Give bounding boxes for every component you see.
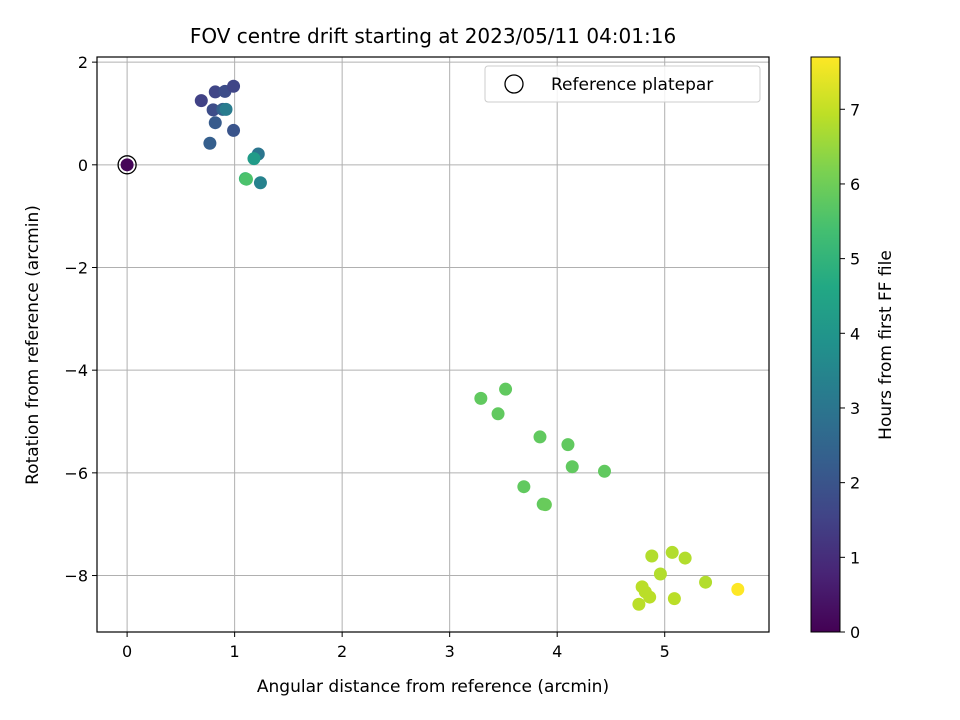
colorbar-tick-label: 1 bbox=[850, 548, 860, 567]
x-tick-label: 2 bbox=[337, 642, 347, 661]
colorbar-tick-label: 7 bbox=[850, 100, 860, 119]
data-point bbox=[565, 460, 579, 474]
data-point bbox=[597, 464, 611, 478]
x-tick-label: 5 bbox=[660, 642, 670, 661]
data-point bbox=[203, 136, 217, 150]
data-point bbox=[665, 545, 679, 559]
y-axis-label: Rotation from reference (arcmin) bbox=[23, 205, 43, 485]
x-axis-label: Angular distance from reference (arcmin) bbox=[257, 677, 609, 697]
y-tick-label: 0 bbox=[78, 156, 88, 175]
chart-title: FOV centre drift starting at 2023/05/11 … bbox=[190, 24, 676, 48]
data-point bbox=[667, 592, 681, 606]
data-points bbox=[117, 79, 745, 611]
colorbar-gradient bbox=[810, 56, 841, 633]
data-point bbox=[699, 575, 713, 589]
data-point bbox=[731, 582, 745, 596]
data-point bbox=[208, 116, 222, 130]
legend-label-reference: Reference platepar bbox=[551, 75, 713, 95]
data-point bbox=[678, 551, 692, 565]
colorbar-tick-label: 2 bbox=[850, 474, 860, 493]
data-point bbox=[653, 567, 667, 581]
x-axis-ticks: 0 1 2 3 4 5 bbox=[122, 632, 670, 661]
data-point bbox=[239, 172, 253, 186]
legend-marker-reference bbox=[504, 74, 524, 94]
y-axis-ticks: 2 0 −2 −4 −6 −8 bbox=[64, 53, 97, 586]
y-tick-label: −6 bbox=[64, 464, 88, 483]
colorbar-tick-label: 4 bbox=[850, 324, 860, 343]
colorbar-tick-label: 6 bbox=[850, 175, 860, 194]
x-tick-label: 1 bbox=[230, 642, 240, 661]
data-point bbox=[491, 407, 505, 421]
data-point bbox=[247, 152, 261, 166]
colorbar: 0 1 2 3 4 5 6 7 Hours from first FF file bbox=[810, 56, 896, 642]
grid-lines bbox=[97, 57, 769, 632]
plot-frame bbox=[96, 56, 770, 633]
y-tick-label: −2 bbox=[64, 258, 88, 277]
y-tick-label: −8 bbox=[64, 567, 88, 586]
legend: Reference platepar bbox=[484, 65, 761, 103]
data-point bbox=[533, 430, 547, 444]
colorbar-tick-label: 5 bbox=[850, 250, 860, 269]
colorbar-tick-label: 3 bbox=[850, 399, 860, 418]
reference-marker bbox=[117, 155, 137, 175]
colorbar-ticks: 0 1 2 3 4 5 6 7 bbox=[840, 100, 860, 642]
data-point bbox=[219, 102, 233, 116]
data-point bbox=[517, 480, 531, 494]
data-point bbox=[645, 549, 659, 563]
data-point bbox=[194, 94, 208, 108]
data-point bbox=[499, 382, 513, 396]
data-point bbox=[206, 103, 220, 117]
data-point bbox=[643, 590, 657, 604]
data-point bbox=[253, 176, 267, 190]
x-tick-label: 3 bbox=[445, 642, 455, 661]
x-tick-label: 4 bbox=[552, 642, 562, 661]
y-tick-label: −4 bbox=[64, 361, 88, 380]
legend-box bbox=[484, 65, 761, 103]
data-point bbox=[227, 123, 241, 137]
data-point bbox=[538, 498, 552, 512]
x-tick-label: 0 bbox=[122, 642, 132, 661]
data-point bbox=[208, 85, 222, 99]
y-tick-label: 2 bbox=[78, 53, 88, 72]
data-point bbox=[227, 79, 241, 93]
data-point bbox=[120, 158, 134, 172]
data-point bbox=[632, 597, 646, 611]
data-point bbox=[474, 391, 488, 405]
colorbar-tick-label: 0 bbox=[850, 623, 860, 642]
colorbar-label: Hours from first FF file bbox=[876, 250, 896, 440]
data-point bbox=[561, 438, 575, 452]
